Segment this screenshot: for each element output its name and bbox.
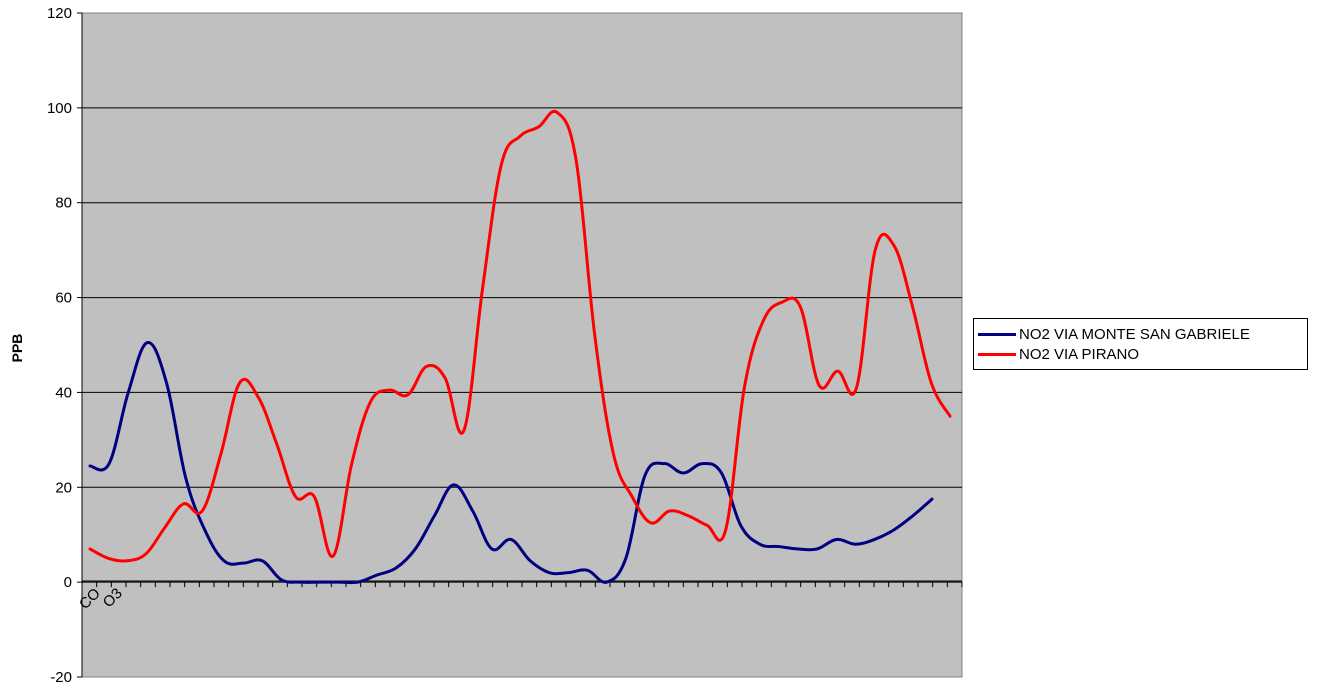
y-tick-label: -20 [50,669,72,686]
legend: NO2 VIA MONTE SAN GABRIELE NO2 VIA PIRAN… [973,318,1308,370]
y-tick-label: 0 [64,574,72,591]
legend-swatch-navy [978,332,1016,336]
legend-swatch-red [978,352,1016,356]
legend-label: NO2 VIA PIRANO [1019,345,1140,363]
x-axis-ticks [81,582,963,588]
series-line-monte-san-gabriele [88,341,934,585]
plot-area [81,12,963,678]
legend-label: NO2 VIA MONTE SAN GABRIELE [1019,325,1250,343]
series-lines [88,109,952,585]
legend-item-pirano: NO2 VIA PIRANO [978,344,1139,364]
y-axis-ticks: -20 0 20 40 60 80 100 120 [47,5,82,686]
y-tick-label: 60 [55,290,72,307]
legend-item-monte-san-gabriele: NO2 VIA MONTE SAN GABRIELE [978,324,1250,344]
y-tick-label: 120 [47,5,72,22]
y-axis-title: PPB [9,334,25,363]
series-line-pirano [88,109,952,563]
y-tick-label: 40 [55,384,72,401]
y-tick-label: 20 [55,479,72,496]
y-tick-label: 80 [55,195,72,212]
y-tick-label: 100 [47,100,72,117]
